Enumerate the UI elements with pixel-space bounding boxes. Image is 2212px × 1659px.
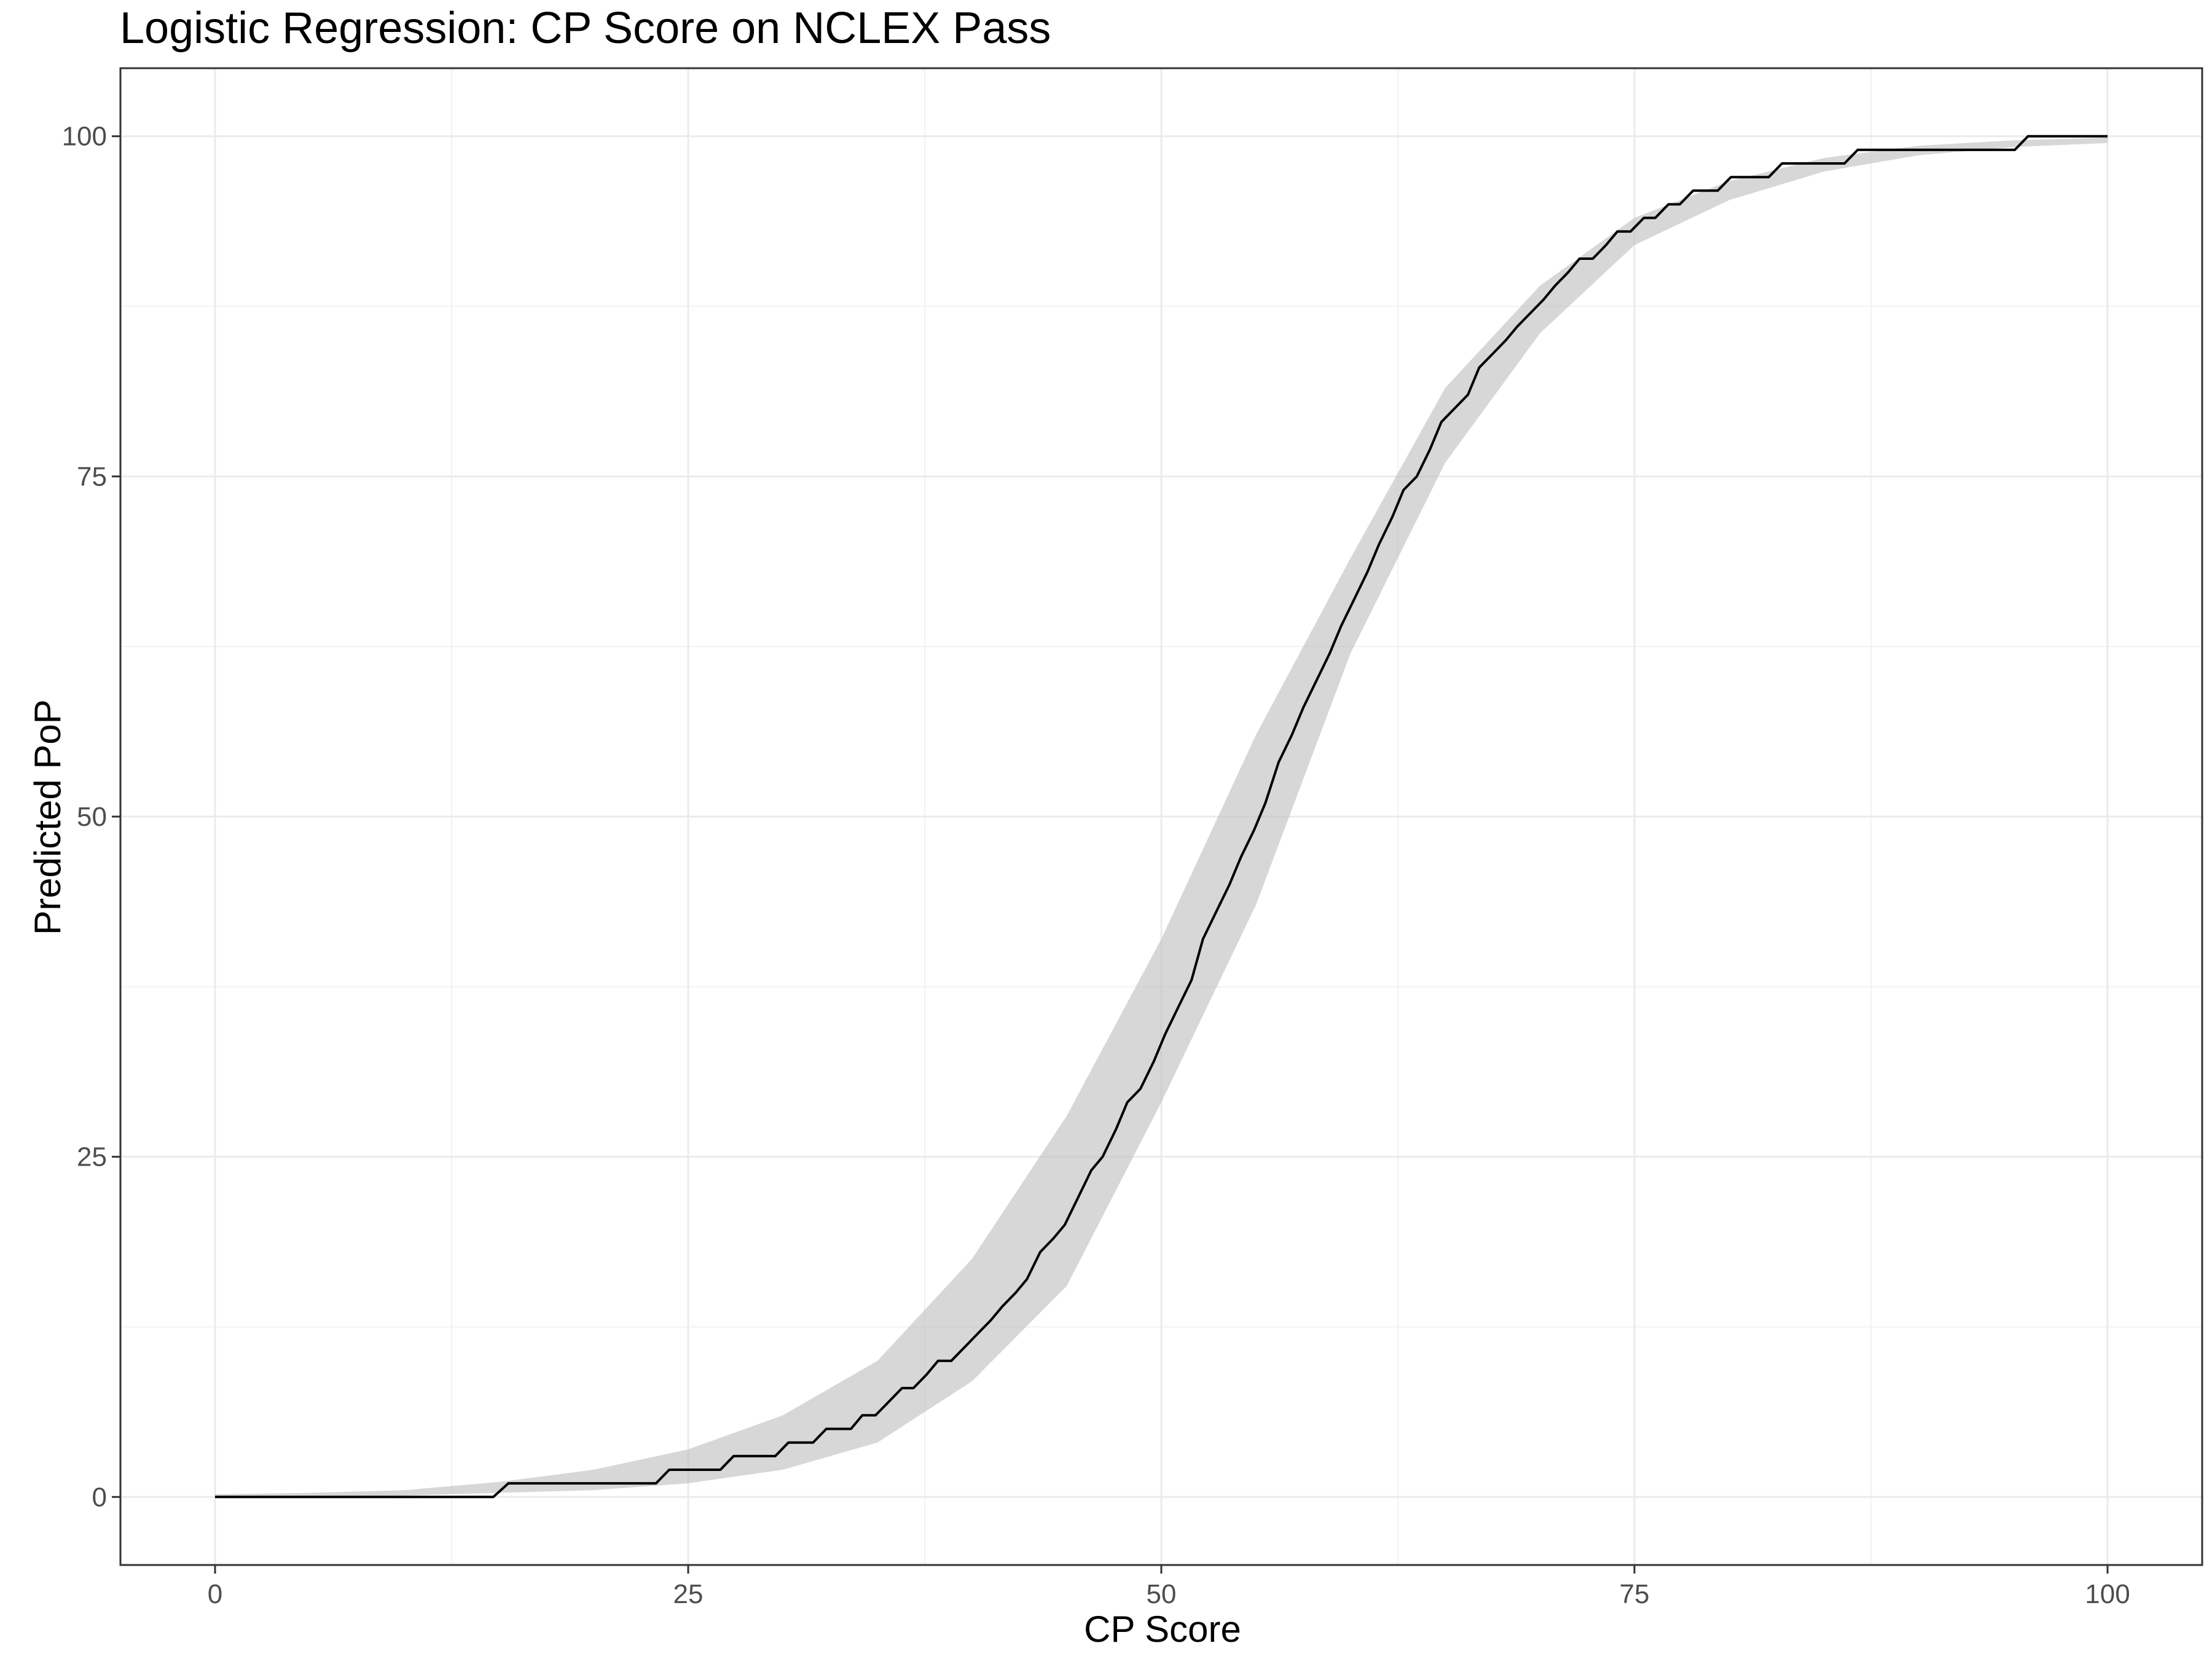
x-tick-label: 50 (1147, 1579, 1177, 1609)
y-axis: 0 25 50 75 100 (62, 122, 120, 1512)
x-tick-label: 100 (2085, 1579, 2130, 1609)
y-axis-title: Predicted PoP (27, 699, 68, 935)
chart-title: Logistic Regression: CP Score on NCLEX P… (120, 4, 1051, 53)
predicted-line (215, 135, 2108, 1499)
y-tick-label: 50 (77, 802, 107, 832)
x-axis: 0 25 50 75 100 (208, 1565, 2130, 1609)
y-tick-label: 0 (92, 1482, 107, 1512)
y-tick-label: 75 (77, 461, 107, 492)
x-tick-label: 75 (1620, 1579, 1650, 1609)
y-tick-label: 100 (62, 122, 107, 152)
x-tick-label: 0 (208, 1579, 222, 1609)
x-axis-title: CP Score (1084, 1609, 1241, 1650)
y-tick-label: 25 (77, 1142, 107, 1172)
x-tick-label: 25 (673, 1579, 704, 1609)
grid (120, 68, 2202, 1565)
